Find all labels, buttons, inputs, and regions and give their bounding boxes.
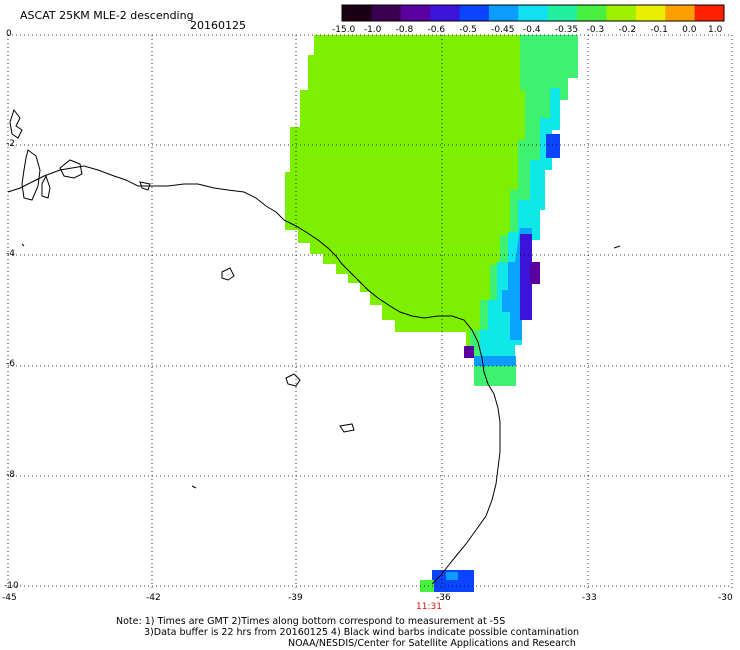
lon-label-5: -30 (718, 593, 733, 603)
swath-blue-a (546, 134, 560, 158)
colorbar-label: -0.4 (523, 25, 541, 35)
lon-label-4: -33 (582, 593, 597, 603)
plot-date: 20160125 (190, 19, 246, 32)
colorbar-label: -0.8 (395, 25, 414, 35)
swath-purple-dot (464, 346, 474, 358)
colorbar-label: -0.1 (650, 25, 668, 35)
colorbar-label: -0.3 (586, 25, 605, 35)
colorbar-label: -0.2 (618, 25, 637, 35)
colorbar-swatch (547, 5, 578, 21)
colorbar (341, 4, 725, 22)
lat-label-4: -8 (6, 470, 15, 480)
colorbar-swatch (635, 5, 666, 21)
lat-label-1: -2 (6, 139, 15, 149)
lat-label-2: -4 (6, 249, 15, 259)
colorbar-swatch (400, 5, 431, 21)
swath-dkpurple (530, 262, 540, 284)
colorbar-swatch (371, 5, 402, 21)
lon-label-1: -42 (146, 593, 161, 603)
colorbar-swatch (488, 5, 519, 21)
swath-bottom-green (420, 580, 434, 592)
colorbar-swatch (606, 5, 637, 21)
colorbar-swatch (518, 5, 549, 21)
data-swath (285, 35, 578, 592)
swath-blue-c (474, 356, 516, 366)
colorbar-label: -0.35 (554, 25, 579, 35)
lon-label-3: -36 (436, 593, 451, 603)
swath-bottom-blue (432, 570, 474, 592)
colorbar-swatch (342, 5, 372, 21)
colorbar-swatch (459, 5, 490, 21)
colorbar-label: -15.0 (332, 25, 356, 35)
colorbar-frame (341, 4, 725, 22)
coastline (7, 108, 621, 585)
colorbar-swatch (430, 5, 461, 21)
colorbar-label: 0.0 (682, 25, 697, 35)
swath-blue-b (520, 234, 532, 320)
lat-label-3: -6 (6, 359, 15, 369)
colorbar-swatch (694, 5, 725, 21)
colorbar-label: -1.0 (363, 25, 382, 35)
colorbar-swatch (665, 5, 696, 21)
lon-label-0: -45 (2, 593, 17, 603)
colorbar-label: -0.45 (491, 25, 515, 35)
plot-title: ASCAT 25KM MLE-2 descending (20, 9, 194, 22)
colorbar-label: 1.0 (708, 25, 723, 35)
swath-green-base (474, 366, 516, 386)
colorbar-label: -0.6 (427, 25, 446, 35)
grid-lines (7, 34, 733, 590)
lat-label-5: -10 (4, 581, 19, 591)
colorbar-swatch (577, 5, 607, 21)
time-label: 11:31 (416, 602, 442, 612)
swath-cyan (480, 88, 560, 360)
note-line-3: NOAA/NESDIS/Center for Satellite Applica… (288, 638, 576, 649)
lat-label-0: 0 (6, 29, 12, 39)
note-line-2: 3)Data buffer is 22 hrs from 20160125 4)… (144, 627, 580, 638)
note-line-1: Note: 1) Times are GMT 2)Times along bot… (116, 616, 506, 627)
colorbar-label: -0.5 (459, 25, 477, 35)
swath-bottom-cyan (446, 572, 458, 580)
lon-label-2: -39 (288, 593, 303, 603)
